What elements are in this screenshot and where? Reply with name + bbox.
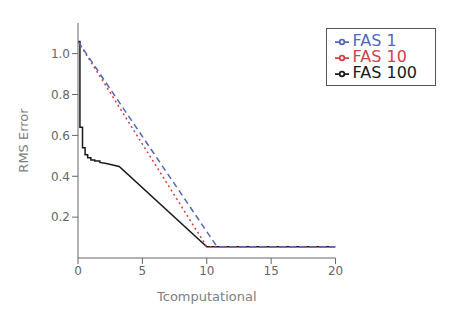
svg-text:20: 20: [328, 264, 343, 278]
svg-text:10: 10: [199, 264, 214, 278]
svg-text:Tcomputational: Tcomputational: [156, 289, 257, 304]
html-text:FAS 10: FAS 10: [352, 47, 407, 66]
svg-text:0: 0: [74, 264, 82, 278]
svg-text:1.0: 1.0: [51, 47, 70, 61]
svg-text:RMS Error: RMS Error: [16, 108, 31, 173]
svg-text:15: 15: [264, 264, 279, 278]
html-text:FAS 100: FAS 100: [352, 63, 417, 82]
html-text:FAS 1: FAS 1: [352, 31, 397, 50]
svg-text:0.8: 0.8: [51, 88, 70, 102]
svg-text:0.6: 0.6: [51, 129, 70, 143]
svg-text:0.4: 0.4: [51, 170, 70, 184]
svg-text:0.2: 0.2: [51, 210, 70, 224]
svg-text:5: 5: [139, 264, 147, 278]
